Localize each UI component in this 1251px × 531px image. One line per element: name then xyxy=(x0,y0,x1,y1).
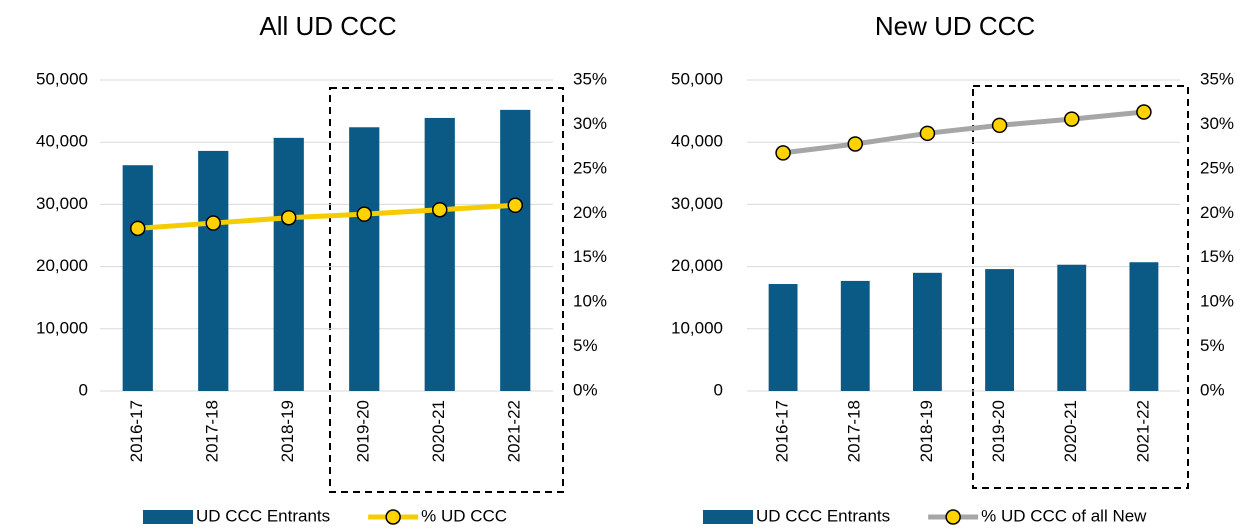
y-tick-label: 10,000 xyxy=(671,318,723,337)
marker xyxy=(1064,111,1080,127)
marker xyxy=(775,145,791,161)
x-tick-label: 2016-17 xyxy=(773,400,792,462)
chart-title: All UD CCC xyxy=(259,11,396,41)
marker xyxy=(991,117,1008,134)
bar xyxy=(349,127,380,391)
y2-tick-label: 20% xyxy=(573,203,607,222)
x-tick-label: 2018-19 xyxy=(278,400,297,462)
bar xyxy=(840,280,870,391)
y2-tick-label: 10% xyxy=(1200,292,1234,311)
bar xyxy=(985,269,1015,391)
marker xyxy=(432,201,448,218)
y2-tick-label: 5% xyxy=(1200,336,1225,355)
legend-label: % UD CCC of all New xyxy=(981,506,1147,525)
bar xyxy=(273,137,304,391)
chart-title: New UD CCC xyxy=(875,11,1035,41)
y-tick-label: 50,000 xyxy=(36,69,88,88)
bar xyxy=(1129,262,1159,391)
x-tick-label: 2020-21 xyxy=(1061,400,1080,462)
highlight-box xyxy=(329,87,564,493)
marker xyxy=(281,209,297,226)
x-tick-label: 2021-22 xyxy=(505,400,524,462)
legend-label: % UD CCC xyxy=(421,506,507,525)
marker xyxy=(919,125,936,142)
bar xyxy=(768,284,798,391)
y-tick-label: 0 xyxy=(714,380,723,399)
x-tick-label: 2017-18 xyxy=(845,400,864,462)
legend-marker xyxy=(385,509,401,525)
x-tick-label: 2018-19 xyxy=(917,400,936,462)
legend-marker xyxy=(945,509,961,525)
y2-tick-label: 25% xyxy=(1200,158,1234,177)
highlight-box xyxy=(972,85,1189,489)
y-tick-label: 30,000 xyxy=(36,194,88,213)
line xyxy=(782,109,1145,156)
y-tick-label: 20,000 xyxy=(671,256,723,275)
y2-tick-label: 35% xyxy=(573,69,607,88)
bar xyxy=(500,109,531,391)
y2-tick-label: 15% xyxy=(573,247,607,266)
x-tick-label: 2021-22 xyxy=(1133,400,1152,462)
legend-swatch xyxy=(143,510,193,524)
y2-tick-label: 0% xyxy=(1200,380,1225,399)
legend-label: UD CCC Entrants xyxy=(196,506,330,525)
y2-tick-label: 5% xyxy=(573,336,598,355)
y-tick-label: 20,000 xyxy=(36,256,88,275)
y2-tick-label: 30% xyxy=(1200,114,1234,133)
x-tick-label: 2019-20 xyxy=(989,400,1008,462)
y-tick-label: 40,000 xyxy=(36,132,88,151)
bar xyxy=(912,272,942,391)
y-tick-label: 40,000 xyxy=(671,132,723,151)
y-tick-label: 0 xyxy=(79,380,88,399)
x-tick-label: 2016-17 xyxy=(127,400,146,462)
y2-tick-label: 20% xyxy=(1200,203,1234,222)
y2-tick-label: 25% xyxy=(573,158,607,177)
x-tick-label: 2019-20 xyxy=(354,400,373,462)
y2-tick-label: 35% xyxy=(1200,69,1234,88)
bar xyxy=(122,165,153,391)
y-tick-label: 10,000 xyxy=(36,318,88,337)
y2-tick-label: 0% xyxy=(573,380,598,399)
y-tick-label: 30,000 xyxy=(671,194,723,213)
x-tick-label: 2020-21 xyxy=(429,400,448,462)
x-tick-label: 2017-18 xyxy=(203,400,222,462)
bar xyxy=(1057,264,1087,391)
marker xyxy=(205,215,221,231)
y2-tick-label: 10% xyxy=(573,292,607,311)
marker xyxy=(847,136,863,152)
bar xyxy=(424,117,455,391)
legend-swatch xyxy=(703,510,753,524)
marker xyxy=(356,206,372,222)
bar xyxy=(198,150,229,391)
marker xyxy=(130,220,146,237)
y2-tick-label: 30% xyxy=(573,114,607,133)
marker xyxy=(507,197,523,214)
legend-label: UD CCC Entrants xyxy=(756,506,890,525)
y-tick-label: 50,000 xyxy=(671,69,723,88)
y2-tick-label: 15% xyxy=(1200,247,1234,266)
marker xyxy=(1136,104,1152,120)
line xyxy=(137,202,516,231)
